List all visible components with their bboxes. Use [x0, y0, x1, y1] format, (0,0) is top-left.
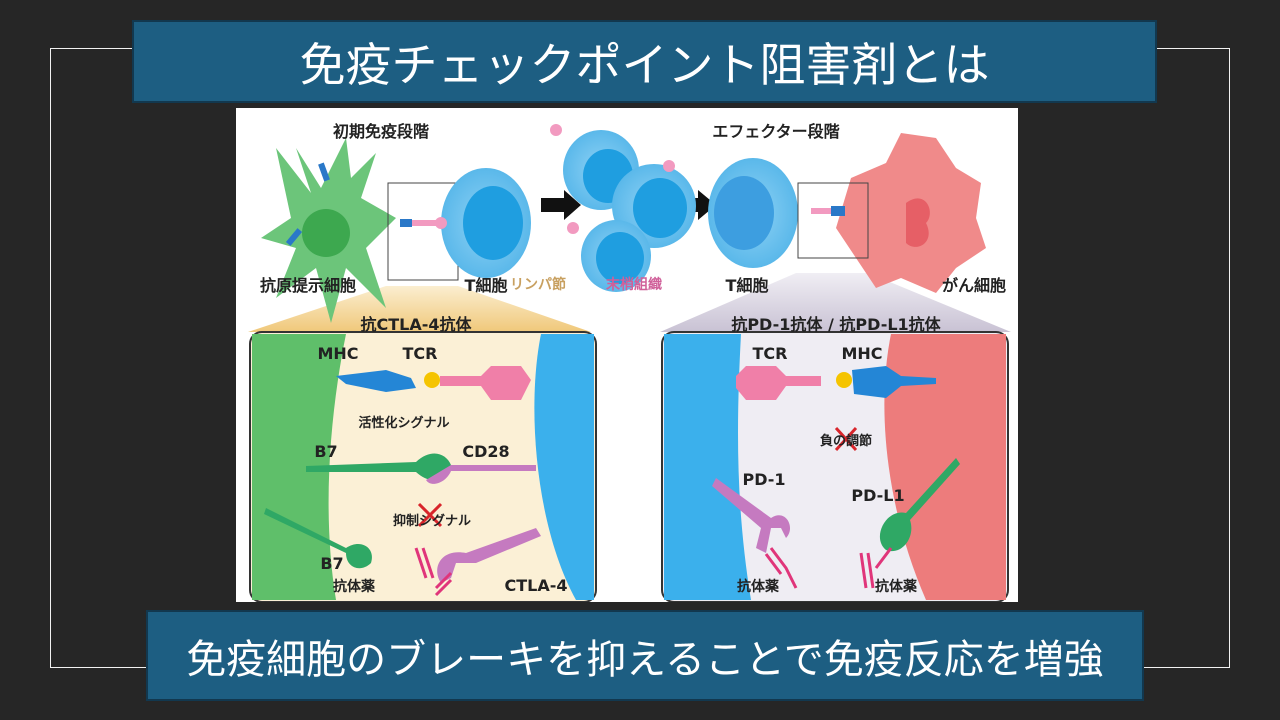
negative-regulation-label: 負の調節 — [819, 434, 873, 449]
cancer-cell-label: がん細胞 — [941, 276, 1007, 295]
right-zoom-cone — [660, 273, 1011, 332]
peripheral-tissue-label: 末梢組織 — [606, 277, 662, 293]
inhibitory-signal-label: 抑制シグナル — [392, 514, 472, 529]
tcr-label-right: TCR — [752, 344, 788, 363]
right-zoom-box — [797, 182, 869, 259]
mhc-label-left: MHC — [317, 344, 359, 363]
antibody-drug-label-right-1: 抗体薬 — [737, 579, 779, 595]
left-zoom-cone — [248, 286, 591, 332]
proliferating-t-cells — [550, 124, 696, 292]
activation-signal-label: 活性化シグナル — [358, 416, 450, 431]
left-panel-graphic — [249, 331, 597, 602]
arrow-right-2 — [676, 190, 716, 220]
t-cell-left-label: T細胞 — [464, 276, 508, 295]
b7-top-label: B7 — [314, 442, 338, 461]
ctla4-label: CTLA-4 — [504, 576, 568, 595]
checkpoint-inhibitor-diagram: 初期免疫段階 エフェクター段階 抗原提示細胞 T細胞 リンパ節 末梢組織 T細胞… — [236, 108, 1018, 602]
anti-pd1-pdl1-heading: 抗PD-1抗体 / 抗PD-L1抗体 — [731, 315, 941, 334]
anti-ctla4-heading: 抗CTLA-4抗体 — [360, 315, 472, 334]
antibody-drug-label-left: 抗体薬 — [333, 579, 375, 595]
b7-bottom-label: B7 — [320, 554, 344, 573]
right-panel-graphic — [661, 331, 1009, 602]
lymph-node-label: リンパ節 — [510, 277, 566, 293]
pd1-label: PD-1 — [742, 470, 786, 489]
early-stage-label: 初期免疫段階 — [332, 122, 430, 141]
diagram-graphic — [248, 124, 1011, 602]
antibody-drug-label-right-2: 抗体薬 — [875, 579, 917, 595]
cd28-label: CD28 — [462, 442, 510, 461]
t-cell-right-label: T細胞 — [725, 276, 769, 295]
effector-stage-label: エフェクター段階 — [712, 122, 840, 141]
slide-title: 免疫チェックポイント阻害剤とは — [132, 20, 1157, 103]
arrow-right-1 — [541, 190, 581, 220]
pdl1-label: PD-L1 — [851, 486, 905, 505]
slide-subtitle: 免疫細胞のブレーキを抑えることで免疫反応を増強 — [146, 610, 1144, 701]
tcr-label-left: TCR — [402, 344, 438, 363]
antigen-presenting-cell — [261, 138, 396, 323]
apc-label: 抗原提示細胞 — [259, 276, 357, 295]
mhc-label-right: MHC — [841, 344, 883, 363]
